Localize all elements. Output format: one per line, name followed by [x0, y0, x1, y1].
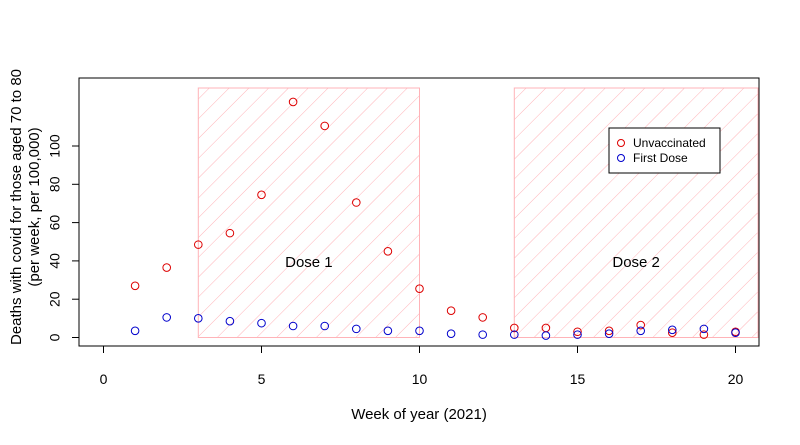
- legend-label: Unvaccinated: [633, 136, 706, 150]
- unvaccinated-point: [194, 240, 203, 249]
- y-tick-label: 0: [47, 333, 63, 341]
- x-tick-label: 5: [258, 371, 266, 387]
- x-axis: 0 5 10 15 20: [100, 345, 744, 387]
- first-dose-point: [668, 325, 677, 335]
- first-dose-point: [352, 324, 361, 334]
- first-dose-point: [510, 330, 519, 339]
- legend-marker: [617, 139, 625, 147]
- region-1-label: Dose 1: [285, 254, 333, 271]
- unvaccinated-point: [668, 328, 677, 338]
- y-tick-label: 40: [47, 253, 63, 269]
- unvaccinated-point: [320, 121, 330, 131]
- unvaccinated-point: [446, 306, 456, 315]
- y-tick-label: 20: [47, 291, 63, 307]
- unvaccinated-point: [510, 323, 519, 333]
- first-dose-point: [288, 321, 298, 331]
- first-dose-point: [257, 318, 266, 328]
- first-dose-point: [573, 330, 582, 339]
- first-dose-point: [699, 324, 709, 334]
- y-tick-label: 100: [47, 134, 63, 158]
- first-dose-point: [194, 314, 203, 323]
- first-dose-point: [541, 331, 551, 340]
- unvaccinated-point: [415, 284, 424, 293]
- unvaccinated-point: [478, 313, 488, 322]
- x-tick-label: 0: [100, 371, 108, 387]
- region-2-label: Dose 2: [612, 254, 660, 271]
- legend-box: [608, 127, 721, 174]
- y-axis-label-line-1: Deaths with covid for those aged 70 to 8…: [8, 69, 25, 345]
- unvaccinated-point: [699, 330, 709, 339]
- y-axis-label-line-2: (per week, per 100,000): [26, 127, 43, 286]
- unvaccinated-point: [352, 198, 361, 207]
- first-dose-point: [478, 330, 488, 339]
- unvaccinated-point: [225, 228, 235, 238]
- legend-marker: [617, 154, 625, 162]
- y-axis: 0 20 40 60 80 100: [47, 134, 80, 341]
- unvaccinated-point: [288, 97, 298, 107]
- first-dose-point: [446, 329, 456, 338]
- vaccination-regions: Dose 1 Dose 2: [197, 87, 759, 338]
- first-dose-point: [162, 313, 171, 322]
- first-dose-point: [604, 329, 614, 338]
- x-tick-label: 20: [728, 371, 744, 387]
- unvaccinated-point: [636, 320, 646, 330]
- unvaccinated-point: [257, 190, 266, 200]
- first-dose-point: [415, 326, 424, 336]
- y-tick-label: 80: [47, 176, 63, 192]
- unvaccinated-point: [383, 247, 393, 256]
- region-1-shading: [197, 87, 420, 338]
- legend-label: First Dose: [633, 151, 688, 165]
- y-tick-label: 60: [47, 215, 63, 231]
- x-tick-label: 10: [412, 371, 428, 387]
- unvaccinated-point: [604, 326, 614, 336]
- unvaccinated-point: [573, 327, 582, 337]
- first-dose-point: [383, 326, 393, 336]
- first-dose-point: [731, 328, 740, 338]
- region-2-shading: [513, 87, 759, 338]
- first-dose-point: [320, 321, 330, 331]
- first-dose-point: [130, 326, 140, 336]
- unvaccinated-point: [162, 263, 171, 272]
- unvaccinated-point: [130, 281, 140, 291]
- x-axis-label: Week of year (2021): [351, 406, 487, 423]
- data-points: [130, 97, 740, 340]
- first-dose-point: [225, 316, 235, 326]
- first-dose-point: [636, 326, 646, 336]
- x-tick-label: 15: [570, 371, 586, 387]
